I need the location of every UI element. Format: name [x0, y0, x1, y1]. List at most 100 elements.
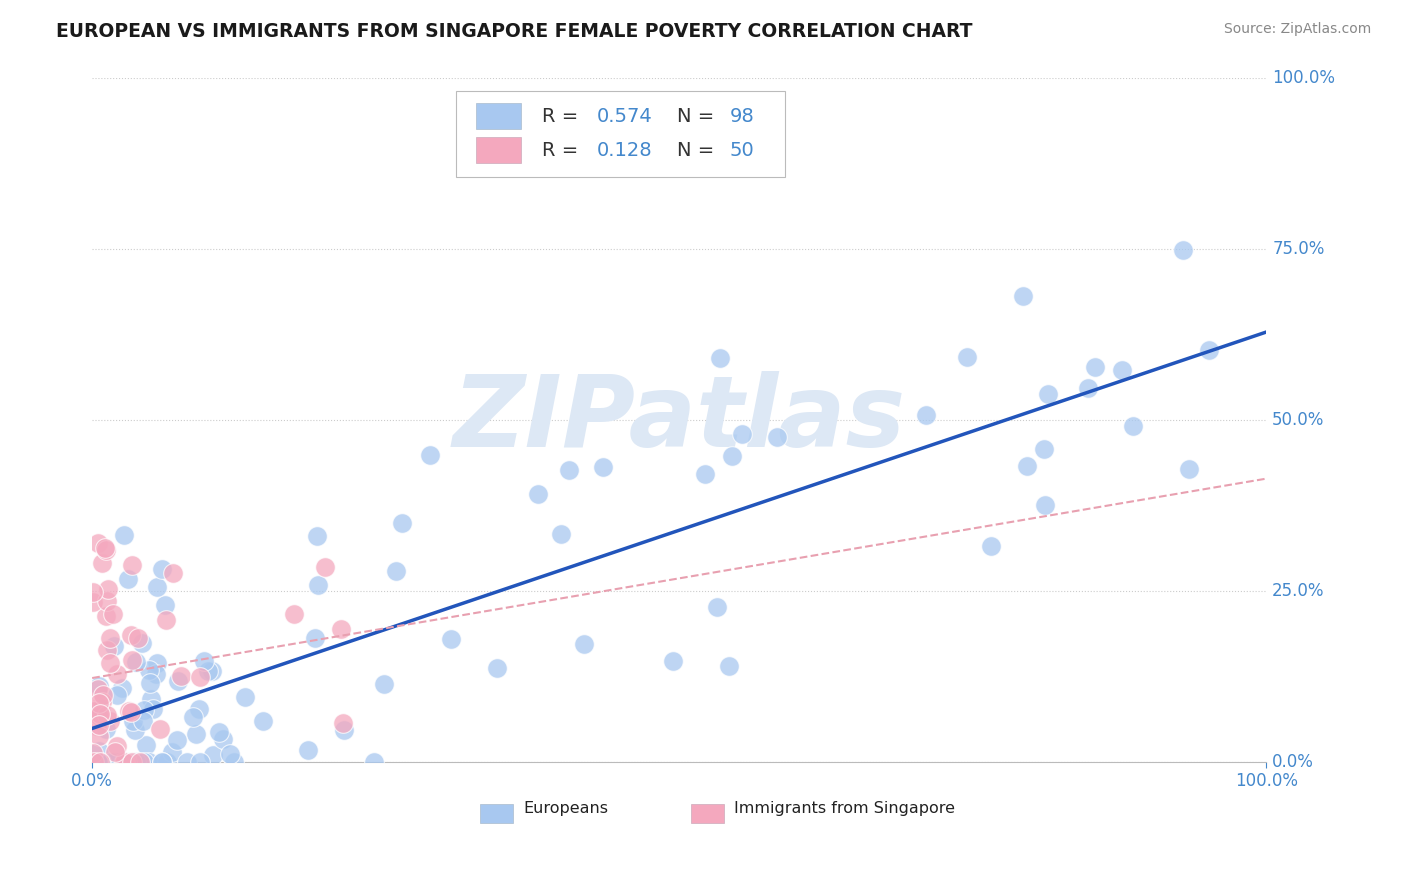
Point	[90, 556, 112, 570]
Point	[121, 755, 143, 769]
Point	[208, 725, 231, 739]
Point	[181, 709, 204, 723]
Point	[83, 755, 105, 769]
Point	[162, 566, 184, 580]
Point	[131, 636, 153, 650]
Point	[1084, 359, 1107, 374]
Point	[89, 755, 111, 769]
Text: 98: 98	[730, 107, 755, 126]
Point	[127, 755, 149, 769]
Point	[87, 709, 110, 723]
Point	[90, 695, 112, 709]
Point	[184, 727, 207, 741]
Point	[385, 564, 408, 578]
Point	[1178, 462, 1201, 476]
Point	[1012, 289, 1035, 303]
FancyBboxPatch shape	[690, 804, 724, 823]
Point	[131, 714, 153, 728]
Point	[127, 631, 149, 645]
Text: ZIPatlas: ZIPatlas	[453, 371, 905, 468]
Point	[193, 655, 215, 669]
Point	[124, 723, 146, 737]
Point	[150, 755, 173, 769]
Point	[153, 598, 176, 612]
Point	[112, 755, 135, 769]
Point	[156, 755, 179, 769]
Point	[329, 622, 352, 636]
Point	[233, 690, 256, 704]
Point	[124, 655, 146, 669]
Point	[419, 448, 441, 462]
Text: 50.0%: 50.0%	[1272, 410, 1324, 428]
Point	[94, 609, 117, 624]
Point	[96, 642, 118, 657]
Point	[304, 632, 326, 646]
Point	[142, 701, 165, 715]
Point	[91, 688, 114, 702]
Point	[87, 755, 110, 769]
Point	[83, 704, 105, 718]
Point	[111, 755, 134, 769]
Point	[167, 673, 190, 688]
Point	[391, 516, 413, 531]
Point	[117, 572, 139, 586]
Point	[82, 595, 104, 609]
Point	[89, 729, 111, 743]
FancyBboxPatch shape	[479, 804, 513, 823]
Point	[188, 670, 211, 684]
Point	[115, 755, 138, 769]
Point	[121, 558, 143, 573]
Text: 0.0%: 0.0%	[1272, 753, 1315, 771]
Point	[82, 585, 104, 599]
Text: N =: N =	[676, 141, 720, 161]
Point	[128, 755, 150, 769]
Point	[693, 467, 716, 481]
Point	[314, 559, 336, 574]
Text: 75.0%: 75.0%	[1272, 240, 1324, 258]
Point	[297, 743, 319, 757]
Point	[558, 463, 581, 477]
Point	[731, 427, 754, 442]
Point	[90, 755, 112, 769]
Point	[188, 701, 211, 715]
Point	[105, 739, 128, 753]
Point	[87, 682, 110, 697]
Point	[89, 696, 111, 710]
Point	[706, 599, 728, 614]
Point	[980, 539, 1002, 553]
Point	[176, 755, 198, 769]
Point	[94, 541, 117, 556]
FancyBboxPatch shape	[477, 103, 520, 128]
FancyBboxPatch shape	[456, 91, 785, 177]
Point	[118, 704, 141, 718]
Point	[103, 639, 125, 653]
Point	[307, 578, 329, 592]
Point	[956, 351, 979, 365]
Point	[373, 677, 395, 691]
Point	[915, 408, 938, 422]
Point	[100, 631, 122, 645]
Point	[132, 755, 155, 769]
Point	[283, 607, 305, 622]
Point	[201, 747, 224, 762]
Point	[134, 702, 156, 716]
Text: Europeans: Europeans	[523, 801, 607, 815]
Point	[105, 667, 128, 681]
Point	[135, 738, 157, 752]
Point	[332, 715, 354, 730]
Point	[1033, 442, 1056, 457]
Point	[96, 707, 118, 722]
Text: 25.0%: 25.0%	[1272, 582, 1324, 599]
Point	[150, 755, 173, 769]
Point	[721, 449, 744, 463]
Point	[145, 666, 167, 681]
Point	[550, 526, 572, 541]
Text: 0.574: 0.574	[598, 107, 652, 126]
Point	[87, 535, 110, 549]
Point	[138, 755, 160, 769]
Point	[101, 607, 124, 621]
Point	[89, 679, 111, 693]
Point	[661, 654, 683, 668]
Point	[170, 668, 193, 682]
Point	[363, 755, 385, 769]
